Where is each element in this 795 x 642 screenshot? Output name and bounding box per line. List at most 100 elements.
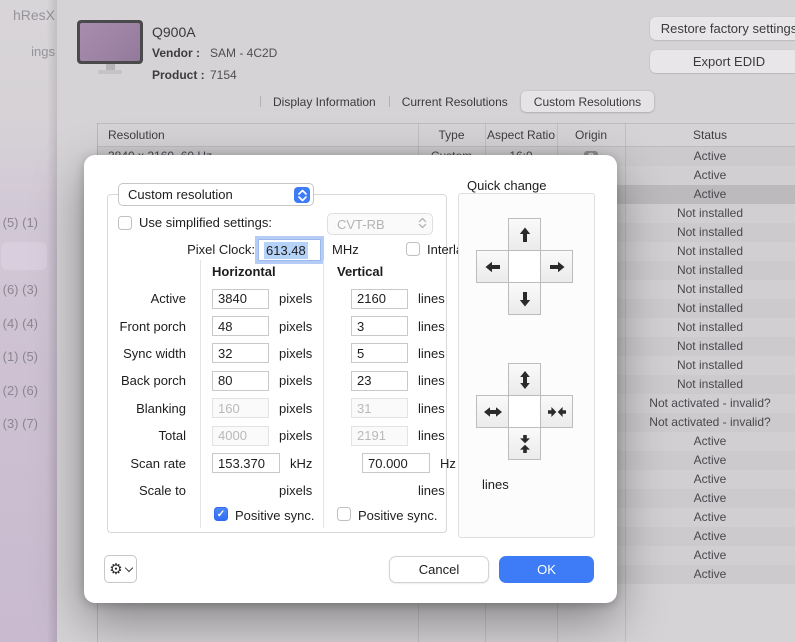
vertical-value-input[interactable]: 23 <box>351 370 408 391</box>
horizontal-value-input[interactable]: 48 <box>212 316 269 337</box>
status-cell: Active <box>693 453 727 467</box>
gear-icon: ⚙ <box>109 560 123 578</box>
move-right-button[interactable] <box>540 250 573 283</box>
sidebar-item[interactable]: (1) (5) <box>0 340 57 374</box>
horizontal-value-input[interactable]: 153.370 <box>212 453 280 474</box>
status-cell: Not installed <box>676 244 744 258</box>
vendor-value: SAM - 4C2D <box>210 46 278 60</box>
timing-standard-popup[interactable]: CVT-RB <box>327 213 433 235</box>
vertical-value-input[interactable]: 70.000 <box>362 453 430 474</box>
gear-menu-button[interactable]: ⚙ <box>104 555 137 583</box>
timing-row: Scan rate 153.370 kHz 70.000 Hz <box>84 449 458 476</box>
sidebar-item[interactable] <box>0 240 57 274</box>
stepper-chevrons-icon <box>294 187 310 203</box>
vertical-unit-label: lines <box>418 428 445 444</box>
status-cell: Not installed <box>676 320 744 334</box>
timing-row-label: Back porch <box>120 373 186 389</box>
tab-segment[interactable]: Custom Resolutions <box>520 91 655 112</box>
vertical-value-input[interactable]: 3 <box>351 316 408 337</box>
timing-row: Front porch 48 pixels 3 lines <box>84 312 458 339</box>
horizontal-column-header: Horizontal <box>212 264 276 279</box>
sidebar-item[interactable]: (5) (1) <box>0 206 57 240</box>
display-name: Q900A <box>152 24 196 40</box>
status-cell: Not installed <box>676 377 744 391</box>
expand-horizontal-button[interactable] <box>476 395 509 428</box>
sidebar-item[interactable]: (3) (7) <box>0 407 57 441</box>
horizontal-value-input[interactable]: 80 <box>212 370 269 391</box>
grid-divider <box>323 260 324 528</box>
move-left-button[interactable] <box>476 250 509 283</box>
status-cell: Not installed <box>676 358 744 372</box>
horizontal-value-input[interactable]: 32 <box>212 343 269 364</box>
status-cell: Active <box>693 187 727 201</box>
column-header-status[interactable]: Status <box>692 128 728 142</box>
horizontal-unit-label: pixels <box>279 318 313 334</box>
ok-button[interactable]: OK <box>499 556 594 583</box>
table-header: Resolution Type Aspect Ratio Origin Stat… <box>97 123 795 147</box>
interlaced-checkbox[interactable] <box>406 242 420 256</box>
collapse-horizontal-button[interactable] <box>540 395 573 428</box>
vertical-positive-sync-checkbox[interactable] <box>337 507 351 521</box>
cancel-button[interactable]: Cancel <box>389 556 489 583</box>
timing-row-label: Blanking <box>136 400 186 416</box>
restore-factory-settings-button[interactable]: Restore factory settings <box>650 17 795 40</box>
vertical-unit-label: lines <box>418 400 445 416</box>
sidebar-item-label: (3) (7) <box>2 416 38 432</box>
sidebar-item[interactable]: (6) (3) <box>0 273 57 307</box>
horizontal-value-input[interactable]: 3840 <box>212 288 269 309</box>
horizontal-unit-label: pixels <box>279 428 313 444</box>
vertical-value-input[interactable]: 5 <box>351 343 408 364</box>
pixel-clock-input[interactable]: 613.48 <box>258 239 321 261</box>
vertical-unit-label: lines <box>418 345 445 361</box>
status-cell: Active <box>693 510 727 524</box>
export-edid-button[interactable]: Export EDID <box>650 50 795 73</box>
resolution-tabs: Display Information Current Resolutions … <box>260 91 655 112</box>
sidebar-item[interactable]: (2) (6) <box>0 374 57 408</box>
horizontal-value-input[interactable]: 4000 <box>212 425 269 446</box>
background-window-strip: hResX ings (5) (1) (6) (3) (4) (4) (1) (… <box>0 0 57 642</box>
vertical-unit-label: lines <box>418 291 445 307</box>
column-header-origin[interactable]: Origin <box>574 128 607 142</box>
vertical-value-input[interactable]: 2160 <box>351 288 408 309</box>
quick-change-label: Quick change <box>467 178 547 193</box>
column-header-resolution[interactable]: Resolution <box>108 128 165 142</box>
quick-change-center-cell <box>508 250 541 283</box>
vertical-value-input[interactable]: 31 <box>351 398 408 419</box>
vertical-value-input[interactable]: 2191 <box>351 425 408 446</box>
vertical-column-header: Vertical <box>337 264 384 279</box>
timing-row: Back porch 80 pixels 23 lines <box>84 367 458 394</box>
pixel-clock-label: Pixel Clock: <box>187 242 255 257</box>
background-window-title-fragment: hResX <box>12 7 55 23</box>
horizontal-unit-label: pixels <box>279 400 313 416</box>
expand-vertical-button[interactable] <box>508 363 541 396</box>
vertical-unit-label: lines <box>418 318 445 334</box>
move-down-button[interactable] <box>508 282 541 315</box>
move-up-button[interactable] <box>508 218 541 251</box>
status-cell: Not installed <box>676 339 744 353</box>
use-simplified-settings-checkbox[interactable] <box>118 215 132 230</box>
status-cell: Not installed <box>676 282 744 296</box>
timing-standard-value: CVT-RB <box>337 216 385 232</box>
column-header-aspect-ratio[interactable]: Aspect Ratio <box>486 128 556 142</box>
timing-row-label: Total <box>158 428 186 444</box>
tab-segment[interactable]: Current Resolutions <box>388 91 521 112</box>
status-cell: Active <box>693 491 727 505</box>
status-cell: Not installed <box>676 225 744 239</box>
use-simplified-settings-label: Use simplified settings: <box>139 215 272 230</box>
product-value: 7154 <box>210 68 237 82</box>
status-cell: Not installed <box>676 301 744 315</box>
timing-row: Sync width 32 pixels 5 lines <box>84 340 458 367</box>
tab-segment[interactable]: Display Information <box>260 91 389 112</box>
horizontal-value-input[interactable]: 160 <box>212 398 269 419</box>
collapse-vertical-button[interactable] <box>508 427 541 460</box>
sidebar-item[interactable]: (4) (4) <box>0 307 57 341</box>
quick-change-center-cell <box>508 395 541 428</box>
pixel-clock-value: 613.48 <box>264 241 308 259</box>
preset-popup-button[interactable]: Custom resolution <box>118 183 314 206</box>
sidebar-item-label: (1) (5) <box>2 349 38 365</box>
horizontal-positive-sync-checkbox[interactable]: ✓ <box>214 507 228 521</box>
column-header-type[interactable]: Type <box>438 128 465 142</box>
timing-row-label: Scale to <box>139 482 186 498</box>
vertical-positive-sync-label: Positive sync. <box>358 508 438 523</box>
